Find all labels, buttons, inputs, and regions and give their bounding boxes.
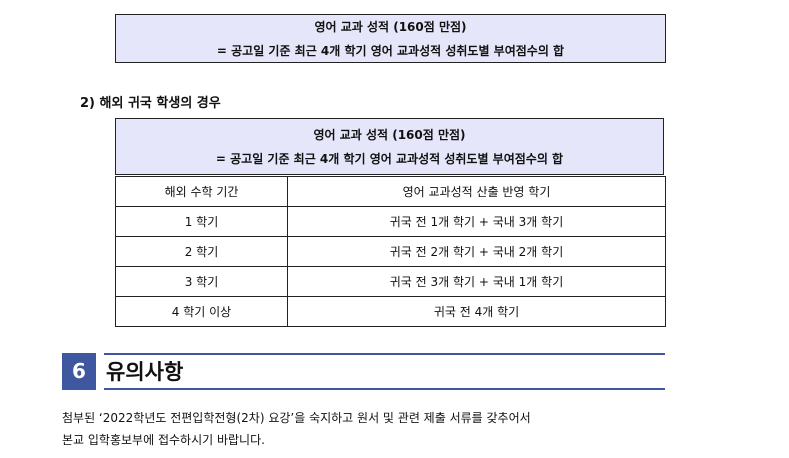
cell: 귀국 전 3개 학기 + 국내 1개 학기 (287, 266, 666, 297)
notice-text: 첨부된 ‘2022학년도 전편입학전형(2차) 요강’을 숙지하고 원서 및 관… (62, 407, 531, 451)
returnee-table: 해외 수학 기간 영어 교과성적 산출 반영 학기 1 학기 귀국 전 1개 학기 … (115, 176, 666, 327)
table-row: 4 학기 이상 귀국 전 4개 학기 (115, 296, 666, 327)
notice-line-1: 첨부된 ‘2022학년도 전편입학전형(2차) 요강’을 숙지하고 원서 및 관… (62, 411, 531, 425)
notice-line-2: 본교 입학홍보부에 접수하시기 바랍니다. (62, 433, 265, 447)
section-bottom-rule (104, 388, 665, 390)
table-row: 3 학기 귀국 전 3개 학기 + 국내 1개 학기 (115, 266, 666, 297)
table-caption: 영어 교과 성적 (160점 만점) = 공고일 기준 최근 4개 학기 영어 … (115, 118, 664, 175)
box-line-1: 영어 교과 성적 (160점 만점) (314, 20, 467, 34)
header-cell: 해외 수학 기간 (115, 176, 288, 207)
cell: 귀국 전 1개 학기 + 국내 3개 학기 (287, 206, 666, 237)
cell: 귀국 전 2개 학기 + 국내 2개 학기 (287, 236, 666, 267)
section-top-rule (104, 353, 665, 355)
section-title: 유의사항 (106, 360, 184, 384)
caption-line-2: = 공고일 기준 최근 4개 학기 영어 교과성적 성취도별 부여점수의 합 (215, 152, 564, 166)
box-line-2: = 공고일 기준 최근 4개 학기 영어 교과성적 성취도별 부여점수의 합 (216, 44, 565, 58)
cell: 1 학기 (115, 206, 288, 237)
caption-line-1: 영어 교과 성적 (160점 만점) (313, 128, 466, 142)
subheading: 2) 해외 귀국 학생의 경우 (80, 96, 221, 111)
cell: 귀국 전 4개 학기 (287, 296, 666, 327)
cell: 4 학기 이상 (115, 296, 288, 327)
table-row: 2 학기 귀국 전 2개 학기 + 국내 2개 학기 (115, 236, 666, 267)
table-header-row: 해외 수학 기간 영어 교과성적 산출 반영 학기 (115, 176, 666, 207)
header-cell: 영어 교과성적 산출 반영 학기 (287, 176, 666, 207)
score-summary-box: 영어 교과 성적 (160점 만점) = 공고일 기준 최근 4개 학기 영어 … (115, 14, 666, 63)
section-number: 6 (62, 353, 96, 390)
table-row: 1 학기 귀국 전 1개 학기 + 국내 3개 학기 (115, 206, 666, 237)
cell: 3 학기 (115, 266, 288, 297)
cell: 2 학기 (115, 236, 288, 267)
